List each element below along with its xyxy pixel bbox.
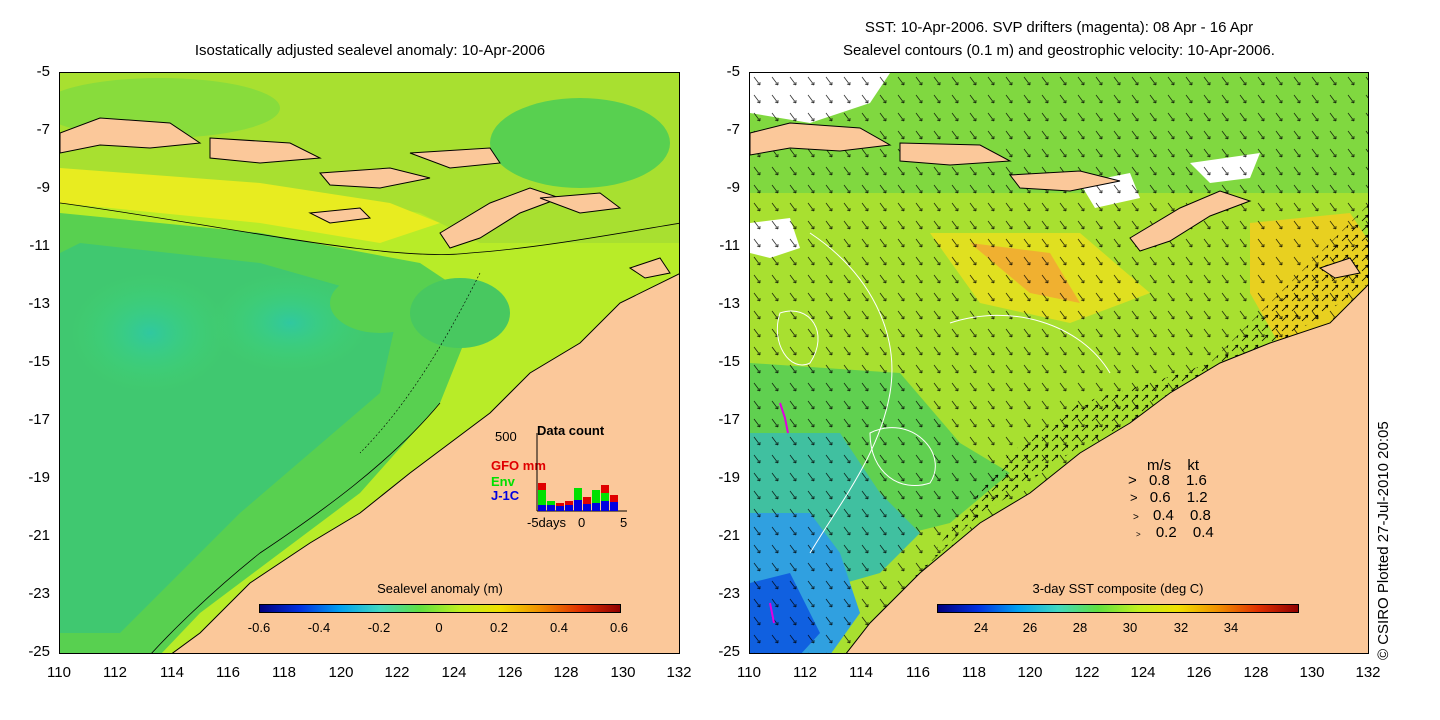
left-panel-title: Isostatically adjusted sealevel anomaly:…	[194, 42, 546, 59]
left-xtick: 130	[610, 664, 636, 681]
right-ytick: -13	[718, 295, 740, 312]
velocity-arrow-icon: >	[1128, 472, 1137, 489]
plot-credit: © CSIRO Plotted 27-Jul-2010 20:05	[1375, 421, 1392, 660]
right-ytick: -23	[718, 585, 740, 602]
left-ytick: -7	[36, 121, 50, 138]
velocity-legend-kt: 1.2	[1186, 489, 1208, 506]
left-ytick: -5	[36, 63, 50, 80]
left-ytick: -21	[28, 527, 50, 544]
velocity-arrow-icon: >	[1133, 512, 1139, 523]
velocity-legend-ms: 0.6	[1149, 489, 1171, 506]
data-count-histogram	[536, 433, 627, 512]
sst-colorbar-title: 3-day SST composite (deg C)	[1032, 581, 1204, 596]
series-env-label: Env	[491, 474, 515, 489]
right-xtick: 122	[1074, 664, 1100, 681]
sst-map: m/s kt > 0.8 1.6 > 0.6 1.2 > 0.4 0.8 > 0…	[749, 72, 1369, 654]
velocity-legend-ms: 0.2	[1155, 524, 1177, 541]
data-count-xtick-zero: 0	[578, 515, 586, 530]
left-xtick: 114	[160, 664, 184, 681]
velocity-legend-ms: 0.8	[1148, 472, 1170, 489]
left-ytick: -19	[28, 469, 50, 486]
right-xtick: 114	[849, 664, 873, 681]
sealevel-cb-tick-5: 0.4	[549, 620, 569, 635]
sealevel-anomaly-map: Data count 500 GFO mm Env J-1C -5days 0 …	[59, 72, 680, 654]
velocity-legend-row: > 0.4 0.8	[1133, 507, 1211, 524]
velocity-legend-kt: 0.4	[1192, 524, 1214, 541]
right-panel-title-line1: SST: 10-Apr-2006. SVP drifters (magenta)…	[864, 19, 1254, 36]
velocity-legend-ms: 0.4	[1153, 507, 1174, 524]
data-count-xtick-end: 5	[620, 515, 628, 530]
sealevel-colorbar-title: Sealevel anomaly (m)	[377, 581, 503, 596]
series-gfo-label: GFO mm	[491, 458, 546, 473]
right-ytick: -7	[726, 121, 740, 138]
sealevel-cb-tick-2: -0.2	[367, 620, 391, 635]
sst-cb-tick: 32	[1173, 620, 1189, 635]
data-count-max: 500	[495, 429, 517, 444]
sst-field	[750, 73, 1368, 653]
left-ytick: -11	[29, 237, 50, 254]
right-xtick: 128	[1243, 664, 1269, 681]
right-xtick: 112	[793, 664, 817, 681]
sealevel-cb-tick-6: 0.6	[609, 620, 629, 635]
velocity-legend-kt: 1.6	[1185, 472, 1207, 489]
velocity-arrow-icon: >	[1136, 530, 1141, 539]
velocity-legend-kt-header: kt	[1187, 457, 1200, 474]
right-ytick: -11	[719, 237, 740, 254]
right-panel-title-line2: Sealevel contours (0.1 m) and geostrophi…	[843, 42, 1275, 59]
velocity-legend-kt: 0.8	[1190, 507, 1211, 524]
velocity-legend-row: > 0.2 0.4	[1136, 524, 1214, 541]
velocity-legend-ms-header: m/s	[1147, 457, 1172, 474]
left-ytick: -15	[28, 353, 50, 370]
sst-cb-tick: 30	[1122, 620, 1138, 635]
right-xtick: 110	[737, 664, 761, 681]
right-xtick: 132	[1355, 664, 1381, 681]
right-xtick: 120	[1017, 664, 1043, 681]
sst-cb-tick: 34	[1223, 620, 1239, 635]
data-count-title: Data count	[537, 423, 605, 438]
sst-cb-tick: 28	[1072, 620, 1088, 635]
series-j1c-label: J-1C	[491, 488, 520, 503]
sealevel-cb-tick-0: -0.6	[247, 620, 271, 635]
left-xtick: 112	[103, 664, 127, 681]
right-ytick: -15	[718, 353, 740, 370]
left-ytick: -17	[28, 411, 50, 428]
left-xtick: 132	[666, 664, 692, 681]
right-ytick: -19	[718, 469, 740, 486]
left-xtick: 118	[272, 664, 296, 681]
left-xtick: 124	[441, 664, 467, 681]
velocity-arrow-icon: >	[1130, 490, 1138, 505]
left-xtick: 122	[384, 664, 410, 681]
left-xtick: 120	[328, 664, 354, 681]
right-xtick: 118	[962, 664, 986, 681]
left-ytick: -25	[28, 643, 50, 660]
right-xtick: 130	[1299, 664, 1325, 681]
sealevel-cb-tick-1: -0.4	[307, 620, 331, 635]
left-xtick: 110	[47, 664, 71, 681]
sst-cb-tick: 24	[973, 620, 989, 635]
right-xtick: 124	[1130, 664, 1156, 681]
left-xtick: 128	[553, 664, 579, 681]
right-xtick: 116	[906, 664, 930, 681]
sst-colorbar	[937, 604, 1299, 613]
sst-cb-tick: 26	[1022, 620, 1038, 635]
velocity-legend-header: m/s kt	[1147, 457, 1199, 474]
sealevel-cb-tick-3: 0	[435, 620, 443, 635]
right-ytick: -25	[718, 643, 740, 660]
data-count-xtick-start: -5days	[527, 515, 567, 530]
sealevel-colorbar	[259, 604, 621, 613]
right-ytick: -9	[726, 179, 740, 196]
right-ytick: -5	[726, 63, 740, 80]
right-xtick: 126	[1186, 664, 1212, 681]
left-ytick: -9	[36, 179, 50, 196]
right-ytick: -17	[718, 411, 740, 428]
velocity-legend-row: > 0.6 1.2	[1130, 489, 1208, 506]
sealevel-anomaly-field	[60, 73, 679, 653]
left-xtick: 116	[216, 664, 240, 681]
left-xtick: 126	[497, 664, 523, 681]
velocity-legend-row: > 0.8 1.6	[1128, 472, 1207, 489]
left-ytick: -23	[28, 585, 50, 602]
right-ytick: -21	[718, 527, 740, 544]
left-ytick: -13	[28, 295, 50, 312]
sealevel-cb-tick-4: 0.2	[489, 620, 509, 635]
